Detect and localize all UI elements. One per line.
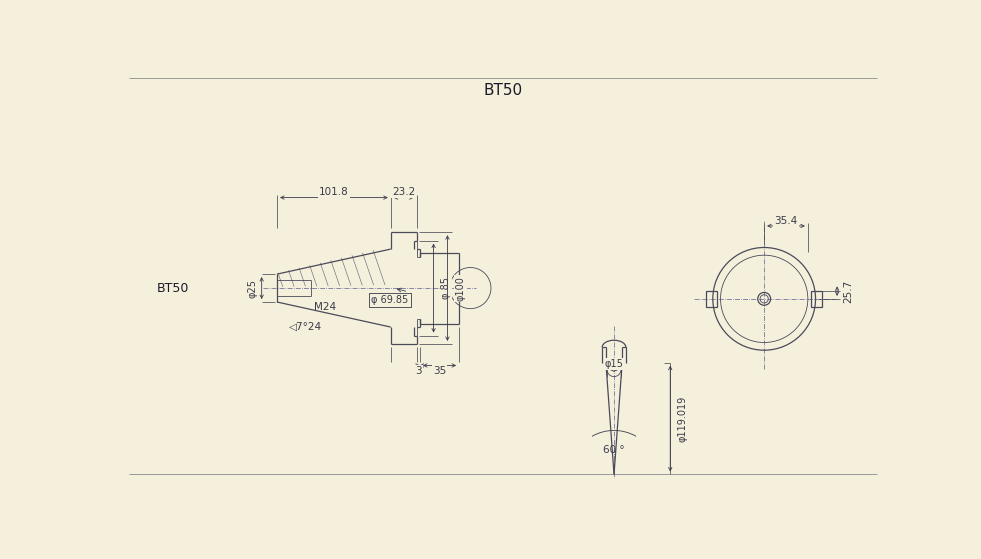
Text: 25.7: 25.7 — [843, 280, 852, 303]
Text: φ100: φ100 — [455, 276, 466, 301]
Text: φ15: φ15 — [604, 359, 624, 369]
Text: 35: 35 — [433, 366, 446, 376]
Text: 60 °: 60 ° — [603, 445, 625, 455]
Text: BT50: BT50 — [157, 282, 189, 295]
Text: BT50: BT50 — [484, 83, 523, 98]
Text: 101.8: 101.8 — [319, 187, 349, 197]
Bar — [706, 291, 717, 306]
Text: φ 69.85: φ 69.85 — [372, 295, 408, 305]
Bar — [811, 291, 822, 306]
Text: φ 85: φ 85 — [440, 277, 451, 299]
Text: 23.2: 23.2 — [392, 187, 415, 197]
Text: M24: M24 — [314, 302, 336, 312]
Text: φ25: φ25 — [247, 278, 257, 297]
Text: 3: 3 — [415, 366, 422, 376]
Text: ◁7°24: ◁7°24 — [288, 321, 322, 331]
Text: 35.4: 35.4 — [774, 216, 798, 225]
Text: φ119.019: φ119.019 — [678, 395, 688, 442]
